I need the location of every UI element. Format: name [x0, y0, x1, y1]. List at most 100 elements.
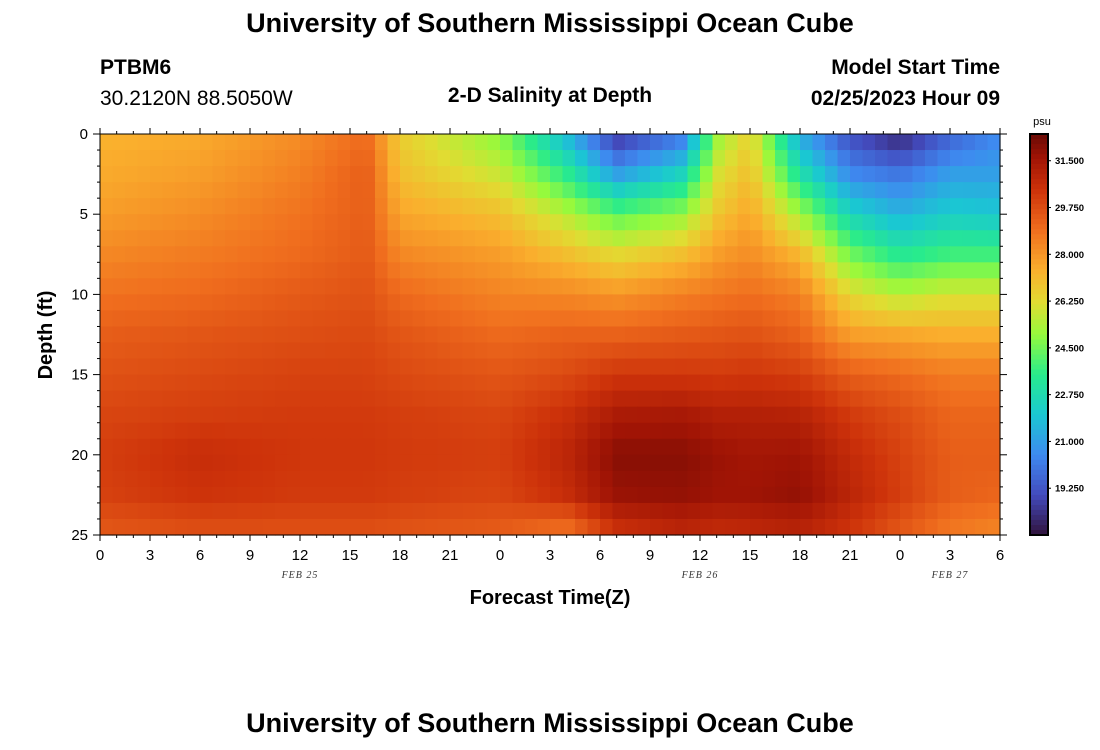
- heatmap-cell: [575, 150, 589, 167]
- heatmap-cell: [562, 278, 576, 295]
- heatmap-cell: [400, 278, 414, 295]
- heatmap-cell: [237, 262, 251, 279]
- heatmap-cell: [350, 422, 364, 440]
- colorbar-label: 21.000: [1055, 437, 1084, 448]
- heatmap-cell: [512, 214, 526, 231]
- heatmap-cell: [900, 310, 914, 328]
- heatmap-cell: [362, 390, 376, 408]
- heatmap-cell: [500, 406, 514, 424]
- heatmap-cell: [850, 198, 864, 215]
- heatmap-cell: [212, 182, 226, 199]
- heatmap-cell: [412, 406, 426, 424]
- heatmap-cell: [875, 246, 889, 263]
- heatmap-cell: [162, 294, 176, 312]
- heatmap-cell: [950, 262, 964, 279]
- heatmap-cell: [437, 166, 451, 183]
- heatmap-cell: [625, 374, 639, 392]
- heatmap-cell: [412, 390, 426, 408]
- heatmap-cell: [787, 390, 801, 408]
- heatmap-cell: [212, 406, 226, 424]
- heatmap-cell: [225, 470, 239, 488]
- heatmap-cell: [237, 470, 251, 488]
- heatmap-cell: [962, 230, 976, 247]
- heatmap-cell: [537, 246, 551, 263]
- heatmap-cell: [125, 198, 139, 215]
- heatmap-cell: [725, 502, 739, 520]
- heatmap-cell: [200, 310, 214, 328]
- heatmap-cell: [175, 166, 189, 183]
- heatmap-cell: [450, 342, 464, 360]
- heatmap-cell: [462, 182, 476, 199]
- heatmap-cell: [512, 438, 526, 456]
- heatmap-cell: [675, 358, 689, 376]
- heatmap-cell: [112, 150, 126, 167]
- heatmap-cell: [662, 502, 676, 520]
- heatmap-cell: [987, 230, 1001, 247]
- heatmap-cell: [550, 470, 564, 488]
- heatmap-cell: [500, 262, 514, 279]
- heatmap-cell: [687, 278, 701, 295]
- colorbar-segment: [1030, 364, 1048, 371]
- heatmap-cell: [575, 230, 589, 247]
- heatmap-cell: [625, 454, 639, 472]
- heatmap-cell: [662, 278, 676, 295]
- heatmap-cell: [312, 246, 326, 263]
- heatmap-cell: [325, 502, 339, 520]
- heatmap-cell: [187, 294, 201, 312]
- heatmap-cell: [437, 230, 451, 247]
- heatmap-cell: [737, 150, 751, 167]
- heatmap-cell: [400, 166, 414, 183]
- heatmap-cell: [212, 454, 226, 472]
- heatmap-cell: [550, 182, 564, 199]
- heatmap-cell: [787, 294, 801, 312]
- heatmap-cell: [112, 182, 126, 199]
- heatmap-cell: [125, 358, 139, 376]
- heatmap-cell: [400, 454, 414, 472]
- heatmap-cell: [100, 182, 114, 199]
- heatmap-cell: [687, 310, 701, 328]
- heatmap-cell: [962, 486, 976, 504]
- heatmap-cell: [475, 198, 489, 215]
- heatmap-cell: [700, 230, 714, 247]
- heatmap-cell: [950, 390, 964, 408]
- heatmap-cell: [850, 230, 864, 247]
- heatmap-cell: [550, 390, 564, 408]
- heatmap-cell: [937, 182, 951, 199]
- heatmap-cell: [162, 454, 176, 472]
- heatmap-cell: [450, 246, 464, 263]
- heatmap-cell: [362, 278, 376, 295]
- heatmap-cell: [975, 358, 989, 376]
- heatmap-cell: [637, 262, 651, 279]
- heatmap-cell: [162, 246, 176, 263]
- heatmap-cell: [300, 422, 314, 440]
- heatmap-cell: [275, 454, 289, 472]
- colorbar-segment: [1030, 344, 1048, 351]
- heatmap-cell: [925, 262, 939, 279]
- heatmap-cell: [137, 182, 151, 199]
- heatmap-cell: [575, 182, 589, 199]
- heatmap-cell: [962, 454, 976, 472]
- heatmap-cell: [350, 470, 364, 488]
- heatmap-cell: [825, 294, 839, 312]
- heatmap-cell: [837, 166, 851, 183]
- heatmap-cell: [450, 326, 464, 344]
- heatmap-cell: [800, 310, 814, 328]
- heatmap-cell: [787, 422, 801, 440]
- heatmap-cell: [387, 358, 401, 376]
- heatmap-cell: [725, 262, 739, 279]
- heatmap-cell: [937, 438, 951, 456]
- heatmap-cell: [950, 502, 964, 520]
- heatmap-cell: [150, 438, 164, 456]
- heatmap-cell: [187, 406, 201, 424]
- heatmap-cell: [750, 150, 764, 167]
- heatmap-cell: [237, 150, 251, 167]
- heatmap-cell: [725, 230, 739, 247]
- heatmap-cell: [187, 182, 201, 199]
- heatmap-cell: [375, 198, 389, 215]
- heatmap-cell: [187, 390, 201, 408]
- heatmap-cell: [625, 358, 639, 376]
- colorbar-segment: [1030, 274, 1048, 280]
- heatmap-cell: [700, 518, 714, 536]
- heatmap-cell: [637, 294, 651, 312]
